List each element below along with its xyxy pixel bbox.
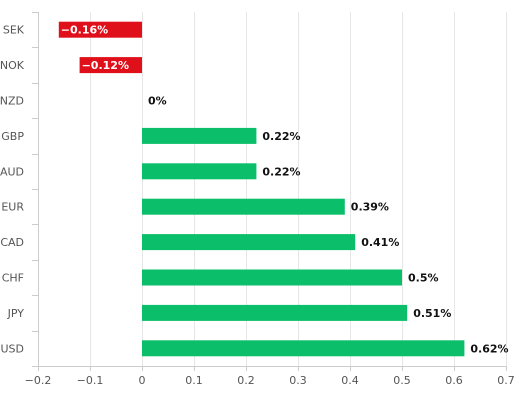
data-label: 0.5% [408, 272, 439, 285]
data-label: 0.62% [470, 342, 508, 355]
x-tick-label: −0.2 [25, 374, 52, 387]
x-tick-label: 0.2 [237, 374, 255, 387]
x-tick-label: 0.3 [289, 374, 307, 387]
data-label: 0.22% [262, 165, 300, 178]
category-label: AUD [0, 165, 24, 178]
x-tick-label: 0.1 [185, 374, 203, 387]
bar [142, 304, 408, 321]
bar [142, 127, 257, 144]
category-label: SEK [3, 24, 25, 37]
x-tick-label: 0.5 [393, 374, 411, 387]
bar [142, 198, 345, 215]
data-label: 0.41% [361, 236, 399, 249]
category-label: USD [0, 342, 24, 355]
category-label: JPY [7, 307, 25, 320]
x-tick-label: −0.1 [77, 374, 104, 387]
bar [142, 340, 465, 357]
data-label: 0.22% [262, 130, 300, 143]
category-label: CHF [2, 272, 24, 285]
x-tick-label: 0 [139, 374, 146, 387]
data-label: 0.51% [413, 307, 451, 320]
x-tick-label: 0.6 [445, 374, 463, 387]
data-label: 0.39% [351, 201, 389, 214]
category-label: NOK [0, 59, 25, 72]
x-tick-label: 0.7 [497, 374, 515, 387]
bar [142, 234, 356, 251]
x-tick-label: 0.4 [341, 374, 359, 387]
bar [58, 21, 142, 38]
category-label: GBP [1, 130, 24, 143]
category-label: NZD [0, 95, 24, 108]
bar [79, 57, 142, 74]
data-label: −0.16% [61, 24, 108, 37]
category-label: EUR [1, 201, 24, 214]
data-label: −0.12% [82, 59, 129, 72]
data-label: 0% [148, 95, 167, 108]
bar [142, 269, 402, 286]
bar [142, 163, 257, 180]
category-label: CAD [0, 236, 24, 249]
